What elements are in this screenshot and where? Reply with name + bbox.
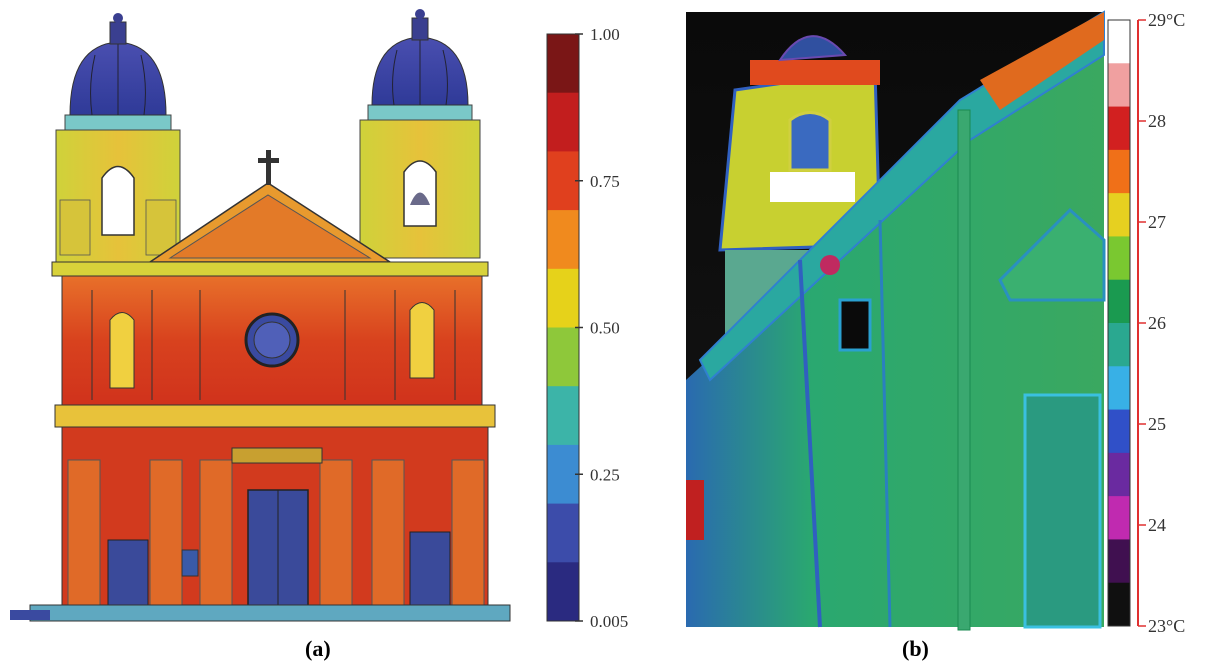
pediment bbox=[147, 150, 393, 263]
colorbar-tick-label: 0.005 bbox=[590, 612, 628, 631]
panel-a-facade-map: 1.00 0.75 0.50 0.25 0.005 (a) bbox=[10, 9, 628, 661]
colorbar-band bbox=[547, 92, 579, 152]
colorbar-band bbox=[1108, 20, 1130, 64]
panel-b-thermal-image: 29°C 28 27 26 25 24 23°C (b) bbox=[680, 0, 1210, 666]
colorbar-band bbox=[1108, 106, 1130, 151]
lower-facade bbox=[10, 404, 511, 622]
colorbar-band bbox=[547, 386, 579, 446]
upper-facade bbox=[51, 261, 489, 407]
colorbar-band bbox=[547, 34, 579, 94]
colorbar-b: 29°C 28 27 26 25 24 23°C bbox=[1107, 10, 1185, 636]
colorbar-band bbox=[547, 327, 579, 387]
left-tower bbox=[55, 13, 181, 266]
colorbar-band bbox=[1108, 63, 1130, 108]
colorbar-tick-label: 23°C bbox=[1148, 616, 1185, 636]
colorbar-band bbox=[1108, 279, 1130, 324]
colorbar-band bbox=[547, 268, 579, 328]
thermal-image bbox=[686, 10, 1106, 631]
colorbar-tick-label: 29°C bbox=[1148, 10, 1185, 30]
colorbar-band bbox=[1108, 452, 1130, 497]
colorbar-band bbox=[1108, 409, 1130, 454]
colorbar-band bbox=[547, 503, 579, 563]
facade-heatmap-image bbox=[10, 9, 511, 622]
colorbar-band bbox=[1108, 582, 1130, 627]
colorbar-band bbox=[547, 562, 579, 622]
colorbar-band bbox=[1108, 236, 1130, 281]
colorbar-tick-label: 1.00 bbox=[590, 25, 620, 44]
colorbar-tick-label: 0.25 bbox=[590, 465, 620, 484]
right-tower bbox=[359, 9, 481, 259]
colorbar-band bbox=[1108, 496, 1130, 540]
colorbar-band bbox=[1108, 539, 1130, 584]
colorbar-tick-label: 28 bbox=[1148, 111, 1166, 131]
colorbar-band bbox=[547, 210, 579, 270]
colorbar-band bbox=[547, 444, 579, 505]
colorbar-tick-label: 0.75 bbox=[590, 172, 620, 191]
colorbar-a: 1.00 0.75 0.50 0.25 0.005 bbox=[546, 25, 628, 631]
colorbar-tick-label: 27 bbox=[1148, 212, 1166, 232]
colorbar-tick-label: 26 bbox=[1148, 313, 1166, 333]
colorbar-band bbox=[1108, 366, 1130, 411]
caption-a: (a) bbox=[305, 636, 331, 661]
caption-b: (b) bbox=[902, 636, 929, 661]
colorbar-band bbox=[1108, 323, 1130, 367]
colorbar-tick-label: 24 bbox=[1148, 515, 1166, 535]
colorbar-tick-label: 25 bbox=[1148, 414, 1166, 434]
colorbar-band bbox=[1108, 149, 1130, 194]
colorbar-band bbox=[547, 151, 579, 211]
colorbar-band bbox=[1108, 193, 1130, 237]
colorbar-tick-label: 0.50 bbox=[590, 319, 620, 338]
